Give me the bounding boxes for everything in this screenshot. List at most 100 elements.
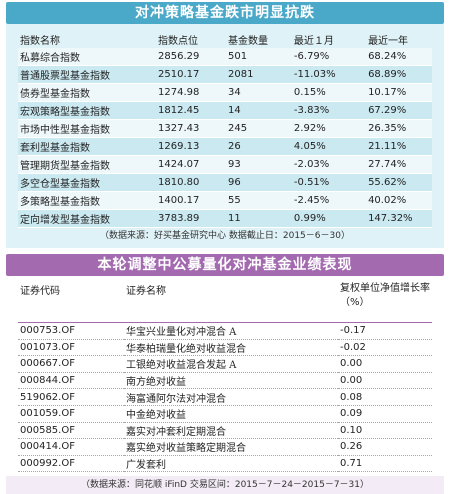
index-table-cell: 21.11% (366, 137, 432, 156)
index-table-cell: 市场中性型基金指数 (18, 119, 156, 138)
index-table-cell: 3783.89 (156, 209, 227, 228)
fund-table-cell: 海富通阿尔法对冲混合 (124, 388, 338, 406)
index-table-cell: 96 (226, 173, 292, 192)
index-table-cell: 1400.17 (156, 191, 227, 210)
fund-table-cell: 广发套利 (124, 455, 338, 473)
index-table-row: 私募综合指数 2856.29 501 -6.79% 68.24% (18, 48, 432, 66)
fund-table-cell: 000667.OF (18, 355, 124, 373)
fund-table-cell: 0.00 (338, 355, 432, 373)
fund-table-row: 001073.OF 华泰柏瑞量化绝对收益混合 -0.02 (18, 339, 432, 357)
index-table-row: 普通股票型基金指数 2510.17 2081 -11.03% 68.89% (18, 65, 432, 84)
index-table-cell: 1424.07 (156, 155, 227, 174)
index-table-cell: 11 (226, 209, 292, 228)
fund-table-cell: 0.26 (338, 438, 432, 456)
header-index-level: 指数点位 (158, 35, 198, 47)
index-table-cell: 多空仓型基金指数 (18, 173, 156, 192)
index-table-cell: 10.17% (366, 83, 432, 102)
index-table-cell: 1812.45 (156, 101, 227, 120)
index-table-cell: 定向增发型基金指数 (18, 209, 156, 228)
index-table-cell: 1327.43 (156, 119, 227, 138)
index-table-cell: -11.03% (291, 65, 367, 84)
section2-panel: 证券代码 证券名称 复权单位净值增长率（%） 000753.OF 华宝兴业量化对冲… (6, 276, 444, 477)
section2-title: 本轮调整中公募量化对冲基金业绩表现 (6, 254, 444, 276)
fund-table-cell: 0.10 (338, 422, 432, 440)
index-table-cell: 0.99% (291, 209, 367, 228)
fund-table-cell: 000844.OF (18, 372, 124, 390)
fund-table-cell: 0.71 (338, 455, 432, 473)
index-table-cell: 2.92% (291, 119, 367, 138)
fund-table-row: 001059.OF 中金绝对收益 0.09 (18, 405, 432, 423)
index-table-cell: 管理期货型基金指数 (18, 155, 156, 174)
index-table-cell: 55 (226, 191, 292, 210)
fund-table-cell: 华宝兴业量化对冲混合 A (124, 322, 338, 340)
index-table-cell: 0.15% (291, 83, 367, 102)
fund-table-cell: 中金绝对收益 (124, 405, 338, 423)
fund-table-cell: 嘉实对冲套利定期混合 (124, 422, 338, 440)
index-table-cell: 普通股票型基金指数 (18, 65, 156, 84)
fund-table: 证券代码 证券名称 复权单位净值增长率（%） 000753.OF 华宝兴业量化对冲… (18, 280, 432, 473)
fund-table-row: 000414.OF 嘉实绝对收益策略定期混合 0.26 (18, 438, 432, 456)
index-table-cell: -2.45% (291, 191, 367, 210)
index-table-cell: 套利型基金指数 (18, 137, 156, 156)
fund-table-cell: 000753.OF (18, 322, 124, 340)
fund-table-row: 000992.OF 广发套利 0.71 (18, 455, 432, 473)
index-table-row: 管理期货型基金指数 1424.07 93 -2.03% 27.74% (18, 155, 432, 174)
index-table-cell: -6.79% (291, 48, 367, 66)
index-table-cell: 1274.98 (156, 83, 227, 102)
header-last-month: 最近１月 (293, 35, 334, 47)
index-table-cell: 14 (226, 101, 292, 120)
index-table-row: 多策略型基金指数 1400.17 55 -2.45% 40.02% (18, 191, 432, 210)
header-last-year: 最近一年 (368, 35, 409, 47)
index-table-row: 宏观策略型基金指数 1812.45 14 -3.83% 67.29% (18, 101, 432, 120)
section2-source-note: （数据来源：同花顺 iFinD 交易区间：2015－7－24－2015－7－31… (6, 476, 444, 494)
index-table: 指数名称 指数点位 基金数量 最近１月 最近一年 私募综合指数 2856.29 50… (18, 30, 432, 228)
index-table-cell: 26 (226, 137, 292, 156)
fund-table-cell: 南方绝对收益 (124, 372, 338, 390)
index-table-cell: 93 (226, 155, 292, 174)
index-table-cell: 私募综合指数 (18, 48, 156, 66)
fund-table-cell: 001059.OF (18, 405, 124, 423)
index-table-header: 指数名称 指数点位 基金数量 最近１月 最近一年 (18, 30, 432, 48)
fund-table-cell: 工银绝对收益混合发起 A (124, 355, 338, 373)
fund-table-cell: 华泰柏瑞量化绝对收益混合 (124, 339, 338, 357)
fund-table-row: 000844.OF 南方绝对收益 0.00 (18, 372, 432, 390)
fund-table-cell: 嘉实绝对收益策略定期混合 (124, 438, 338, 456)
index-table-cell: 40.02% (366, 191, 432, 210)
index-table-cell: 2856.29 (156, 48, 227, 66)
fund-table-row: 000667.OF 工银绝对收益混合发起 A 0.00 (18, 355, 432, 373)
fund-table-cell: 0.09 (338, 405, 432, 423)
fund-table-cell: 0.00 (338, 372, 432, 390)
fund-table-cell: -0.17 (338, 322, 432, 340)
section1-panel: 指数名称 指数点位 基金数量 最近１月 最近一年 私募综合指数 2856.29 50… (6, 24, 444, 248)
index-table-cell: 55.62% (366, 173, 432, 192)
section1-source-note: （数据来源：好买基金研究中心 数据截止日：2015－6－30） (100, 231, 350, 241)
index-table-cell: 债券型基金指数 (18, 83, 156, 102)
fund-table-row: 000753.OF 华宝兴业量化对冲混合 A -0.17 (18, 322, 432, 340)
index-table-row: 定向增发型基金指数 3783.89 11 0.99% 147.32% (18, 209, 432, 228)
fund-table-cell: 519062.OF (18, 388, 124, 406)
index-table-cell: 501 (226, 48, 292, 66)
fund-table-cell: 001073.OF (18, 339, 124, 357)
fund-table-cell: 000992.OF (18, 455, 124, 473)
header-fund-count: 基金数量 (228, 35, 269, 47)
index-table-cell: 1269.13 (156, 137, 227, 156)
index-table-cell: 27.74% (366, 155, 432, 174)
index-table-cell: 2081 (226, 65, 292, 84)
section1-title: 对冲策略基金跌市明显抗跌 (6, 2, 444, 24)
index-table-cell: 68.89% (366, 65, 432, 84)
index-table-cell: 67.29% (366, 101, 432, 120)
index-table-row: 债券型基金指数 1274.98 34 0.15% 10.17% (18, 83, 432, 102)
index-table-cell: -2.03% (291, 155, 367, 174)
fund-table-cell: 0.08 (338, 388, 432, 406)
index-table-cell: 147.32% (366, 209, 432, 228)
index-table-cell: -3.83% (291, 101, 367, 120)
fund-table-row: 519062.OF 海富通阿尔法对冲混合 0.08 (18, 388, 432, 406)
header-index-name: 指数名称 (20, 35, 60, 47)
index-table-cell: 26.35% (366, 119, 432, 138)
index-table-cell: -0.51% (291, 173, 367, 192)
fund-table-header: 证券代码 证券名称 复权单位净值增长率（%） (18, 280, 432, 323)
index-table-cell: 4.05% (291, 137, 367, 156)
index-table-cell: 245 (226, 119, 292, 138)
index-table-row: 市场中性型基金指数 1327.43 245 2.92% 26.35% (18, 119, 432, 138)
